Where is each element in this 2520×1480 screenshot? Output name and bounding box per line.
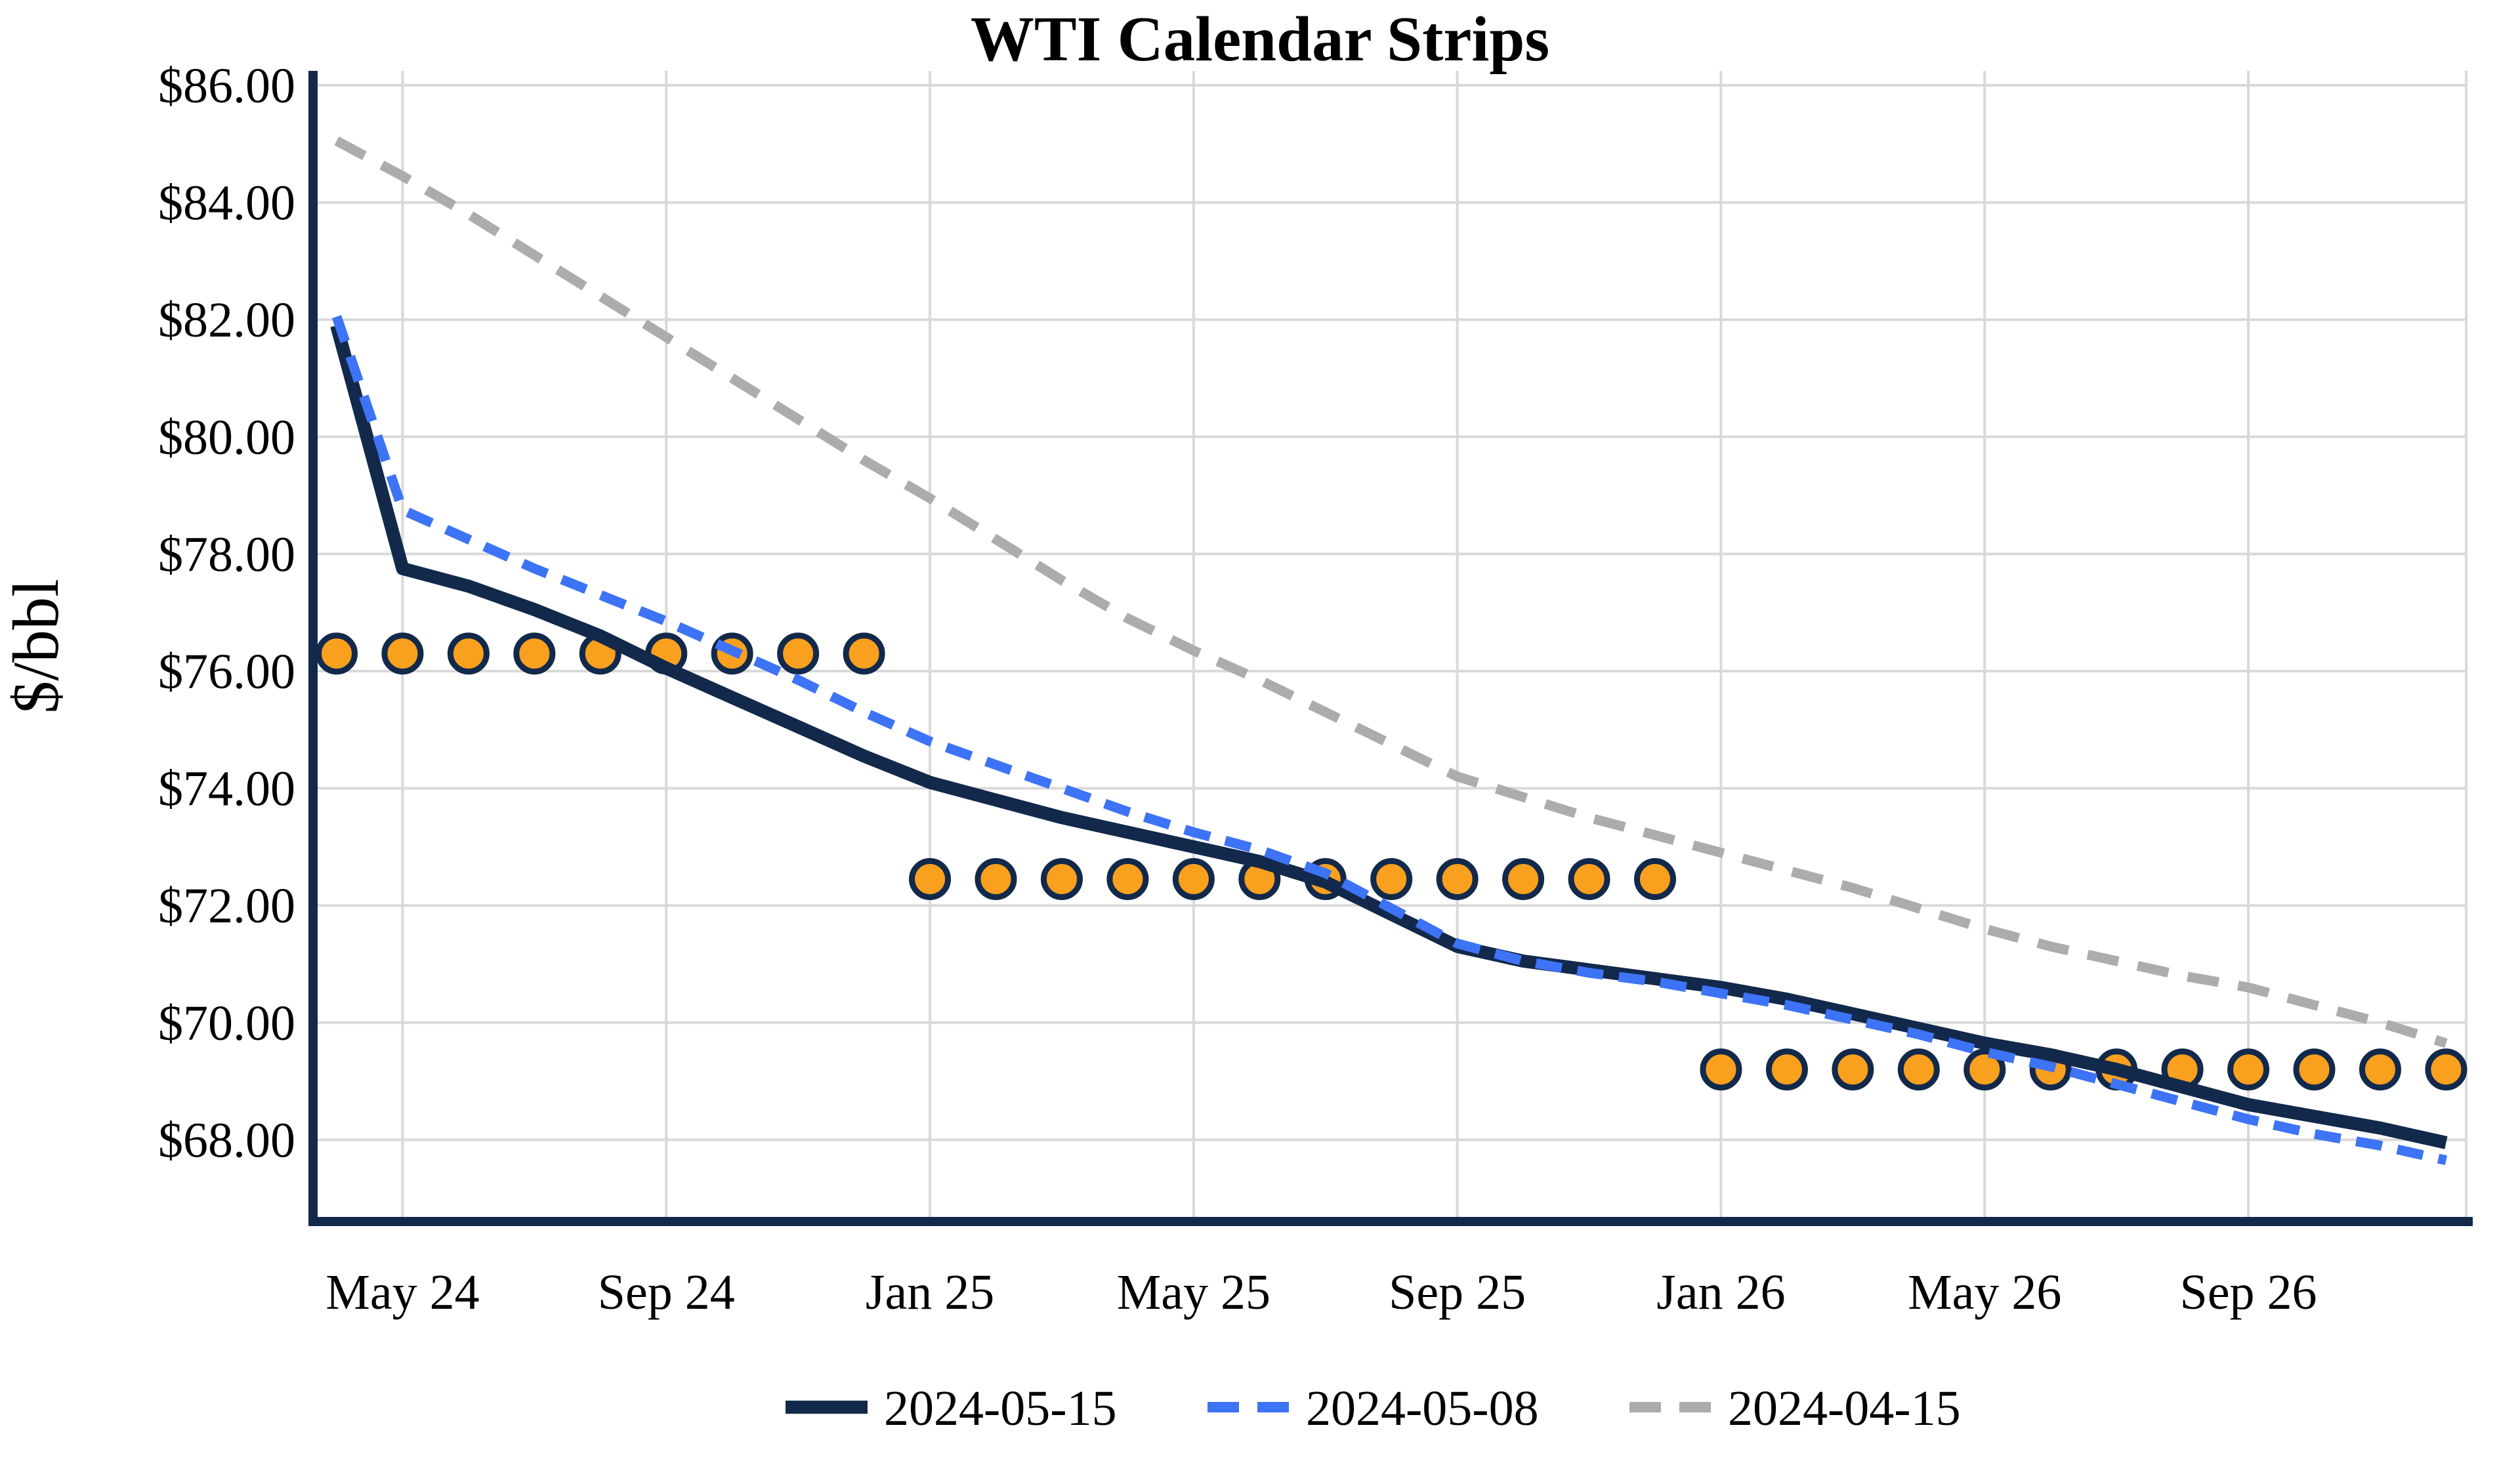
strip-marker <box>1106 858 1149 901</box>
strip-marker <box>1964 1048 2006 1091</box>
legend-swatch-dash <box>1679 1402 1711 1412</box>
strip-marker <box>2227 1048 2270 1091</box>
legend-swatch-dash <box>1629 1402 1661 1412</box>
strip-marker <box>1700 1048 1742 1091</box>
series-line-2024-04-15 <box>334 136 2448 1048</box>
y-tick-label: $68.00 <box>158 1113 295 1168</box>
y-tick-label: $70.00 <box>158 996 295 1051</box>
y-tick-label: $72.00 <box>158 878 295 934</box>
strip-marker <box>1897 1048 1940 1091</box>
legend-item-2024-05-08: 2024-05-08 <box>1208 1381 1539 1436</box>
strip-marker <box>316 632 358 675</box>
strip-marker <box>1502 858 1545 901</box>
y-tick-label: $76.00 <box>158 644 295 699</box>
legend-label: 2024-05-08 <box>1306 1381 1539 1436</box>
chart-title: WTI Calendar Strips <box>971 4 1549 74</box>
legend-swatch-solid <box>786 1401 868 1414</box>
strip-marker <box>1040 858 1083 901</box>
legend-swatch-dash <box>1257 1402 1289 1412</box>
strip-marker <box>1634 858 1676 901</box>
x-tick-label: Sep 25 <box>1389 1265 1526 1320</box>
series-line-2024-05-08 <box>331 315 2448 1166</box>
legend-item-2024-04-15: 2024-04-15 <box>1629 1381 1961 1436</box>
x-tick-label: Sep 24 <box>598 1265 735 1320</box>
strip-marker <box>975 858 1017 901</box>
strip-marker <box>2293 1048 2336 1091</box>
legend-item-2024-05-15: 2024-05-15 <box>786 1381 1117 1436</box>
x-tick-labels: May 24 Sep 24 Jan 25 May 25 Sep 25 Jan 26 May … <box>326 1265 2317 1320</box>
legend-swatch-dash <box>1208 1402 1239 1412</box>
y-tick-label: $86.00 <box>158 58 295 113</box>
strip-marker <box>2359 1048 2401 1091</box>
y-axis-label: $/bbl <box>0 579 72 714</box>
strip-marker <box>1568 858 1610 901</box>
series-lines <box>330 136 2448 1166</box>
strip-marker <box>1765 1048 1808 1091</box>
legend-label: 2024-04-15 <box>1728 1381 1961 1436</box>
strip-marker <box>2425 1048 2468 1091</box>
strip-marker <box>1172 858 1215 901</box>
y-tick-label: $78.00 <box>158 527 295 582</box>
x-tick-label: May 24 <box>326 1265 479 1320</box>
legend: 2024-05-15 2024-05-08 2024-04-15 <box>786 1381 1961 1436</box>
strip-marker <box>909 858 952 901</box>
x-tick-label: Jan 25 <box>866 1265 994 1320</box>
strip-marker <box>777 632 820 675</box>
axis-spines <box>308 71 2473 1226</box>
y-tick-labels: $86.00 $84.00 $82.00 $80.00 $78.00 $76.00 $74.… <box>158 58 295 1168</box>
strip-marker <box>843 632 885 675</box>
strip-marker <box>1370 858 1413 901</box>
strip-markers <box>316 632 2468 1091</box>
y-tick-label: $84.00 <box>158 176 295 231</box>
y-tick-label: $82.00 <box>158 293 295 348</box>
x-tick-label: May 26 <box>1908 1265 2061 1320</box>
y-tick-label: $74.00 <box>158 762 295 817</box>
series-line-2024-05-15 <box>330 323 2448 1149</box>
y-tick-label: $80.00 <box>158 410 295 465</box>
strip-marker <box>447 632 490 675</box>
legend-label: 2024-05-15 <box>884 1381 1117 1436</box>
strip-marker <box>381 632 424 675</box>
strip-marker <box>1832 1048 1874 1091</box>
x-tick-label: Jan 26 <box>1656 1265 1785 1320</box>
x-tick-label: May 25 <box>1117 1265 1270 1320</box>
strip-marker <box>1436 858 1479 901</box>
strip-marker <box>513 632 556 675</box>
x-tick-label: Sep 26 <box>2180 1265 2317 1320</box>
